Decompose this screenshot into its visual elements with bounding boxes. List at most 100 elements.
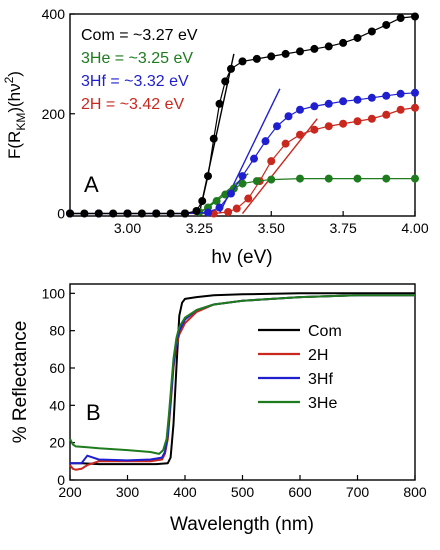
com-data-point <box>94 209 103 218</box>
com-data-point <box>281 49 290 58</box>
x-tick-label: 200 <box>58 484 82 500</box>
2h-data-point <box>324 122 333 131</box>
x-tick-label: 400 <box>173 484 197 500</box>
3he-data-point <box>267 175 276 184</box>
com-data-point <box>353 33 362 42</box>
2h-series-line <box>70 107 416 215</box>
com-data-point <box>209 134 218 143</box>
3hf-data-point <box>324 99 333 108</box>
3hf-data-point <box>238 172 247 181</box>
2h-data-point <box>367 114 376 123</box>
x-tick-label: 3.50 <box>258 220 285 236</box>
com-data-point <box>80 209 89 218</box>
2h-data-point <box>232 204 241 213</box>
com-data-point <box>252 54 261 63</box>
3hf-data-point <box>250 154 258 163</box>
3he-data-point <box>353 174 362 183</box>
3hf-data-point <box>273 122 281 131</box>
panel-a-plot-frame <box>69 13 416 217</box>
3he-data-point <box>296 174 304 183</box>
y-tick-label: 100 <box>42 285 66 301</box>
3he-data-point <box>411 174 419 183</box>
3hf-data-point <box>411 88 419 97</box>
2h-data-point <box>382 110 391 119</box>
panel-b-chart: 200 300 400 500 600 700 800 0 20 40 60 80 100 B Com … <box>10 283 427 535</box>
2h-data-point <box>296 130 304 139</box>
3he-data-point <box>212 197 221 206</box>
com-data-point <box>267 52 276 61</box>
3he-data-point <box>324 174 333 183</box>
com-data-point <box>152 209 161 218</box>
3hf-data-point <box>204 208 212 217</box>
3hf-data-point <box>261 137 270 146</box>
2h-data-point <box>411 103 419 112</box>
3hf-data-point <box>296 105 304 114</box>
panel-a-label: A <box>84 172 99 197</box>
3hf-data-point <box>284 112 293 121</box>
panel-a-data-points <box>66 12 419 218</box>
x-tick-label: 800 <box>403 484 427 500</box>
com-data-point <box>367 27 376 36</box>
2h-fit-line <box>241 118 318 214</box>
com-data-point <box>296 47 304 56</box>
com-data-point <box>198 197 207 206</box>
3hf-data-point <box>382 91 391 100</box>
legend-b-2h: 2H <box>308 347 328 364</box>
3hf-data-point <box>367 93 376 102</box>
com-data-point <box>166 209 175 218</box>
2h-data-point <box>224 208 233 217</box>
x-tick-label: 700 <box>346 484 370 500</box>
panel-a-ticks: 3.00 3.25 3.50 3.75 4.00 0 200 400 <box>42 6 429 236</box>
y-tick-label: 0 <box>57 472 65 488</box>
com-data-point <box>192 207 201 216</box>
com-data-point <box>181 209 189 218</box>
3hf-data-point <box>227 189 235 198</box>
com-data-point <box>339 38 348 47</box>
2h-series-line <box>69 294 415 471</box>
panel-b-label: B <box>86 400 101 425</box>
x-tick-label: 600 <box>288 484 312 500</box>
com-data-point <box>310 44 319 53</box>
panel-a-legend: Com = ~3.27 eV 3He = ~3.25 eV 3Hf = ~3.3… <box>81 27 198 113</box>
3he-data-point <box>382 174 391 183</box>
3hf-data-point <box>339 97 348 106</box>
3hf-data-point <box>396 89 405 98</box>
2h-data-point <box>353 117 362 126</box>
com-data-point <box>215 99 224 108</box>
svg-text:F(RKM)(hν2): F(RKM)(hν2) <box>2 71 28 159</box>
legend-a-2h: 2H = ~3.42 eV <box>81 96 185 113</box>
x-tick-label: 3.00 <box>114 220 141 236</box>
panel-b-ticks: 200 300 400 500 600 700 800 0 20 40 60 80 100 <box>42 285 427 500</box>
2h-data-point <box>396 105 405 114</box>
y-tick-label: 80 <box>49 323 65 339</box>
2h-data-point <box>244 194 253 203</box>
legend-b-3hf: 3Hf <box>308 371 333 388</box>
y-tick-label: 0 <box>57 206 65 222</box>
y-tick-label: 20 <box>49 435 65 451</box>
com-data-point <box>382 20 391 29</box>
panel-b-y-axis-title: % Reflectance <box>10 321 31 444</box>
com-data-point <box>109 209 118 218</box>
panel-b-x-axis-title: Wavelength (nm) <box>170 514 314 535</box>
legend-b-3he: 3He <box>308 395 337 412</box>
legend-a-3hf: 3Hf = ~3.32 eV <box>81 73 189 90</box>
x-tick-label: 500 <box>231 484 255 500</box>
y-tick-label: 200 <box>42 106 66 122</box>
com-data-point <box>324 42 333 51</box>
x-tick-label: 300 <box>116 484 140 500</box>
x-tick-label: 3.25 <box>186 220 213 236</box>
y-tick-label: 400 <box>42 6 66 22</box>
3hf-data-point <box>353 95 362 104</box>
3hf-data-point <box>215 203 224 212</box>
panel-a-chart: 3.00 3.25 3.50 3.75 4.00 0 200 400 A Com = ~3.2… <box>2 6 429 268</box>
2h-data-point <box>281 139 290 148</box>
x-tick-label: 3.75 <box>330 220 357 236</box>
y-tick-label: 40 <box>49 397 65 413</box>
com-series-line <box>70 292 415 466</box>
com-data-point <box>227 64 235 73</box>
x-tick-label: 4.00 <box>401 220 428 236</box>
panel-a-y-axis-title: F(RKM)(hν2) <box>2 71 28 159</box>
com-data-point <box>411 12 419 21</box>
2h-data-point <box>339 119 348 128</box>
